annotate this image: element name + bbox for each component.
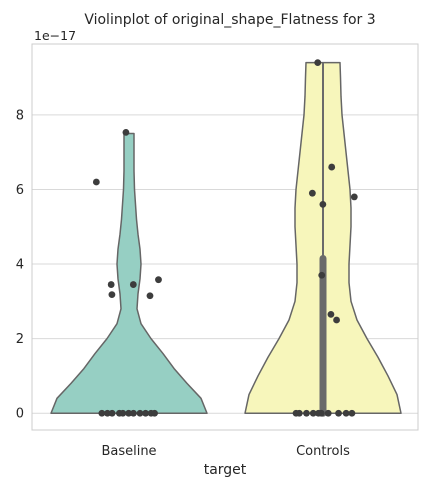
data-point: [328, 164, 335, 171]
data-point: [130, 410, 137, 417]
data-point: [155, 276, 162, 283]
data-point: [314, 59, 321, 66]
data-point: [130, 281, 137, 288]
data-point: [351, 194, 358, 201]
data-point: [319, 201, 326, 208]
violin-body-baseline: [51, 134, 207, 414]
data-point: [123, 129, 130, 136]
data-point: [349, 410, 356, 417]
y-tick-label: 8: [16, 108, 24, 123]
y-tick-label: 4: [16, 258, 24, 273]
data-point: [108, 281, 115, 288]
y-tick-label: 6: [16, 183, 24, 198]
data-point: [318, 272, 325, 279]
data-point: [335, 410, 342, 417]
x-tick-label: Baseline: [101, 444, 156, 459]
data-point: [296, 410, 303, 417]
data-point: [318, 410, 325, 417]
x-tick-label: Controls: [296, 444, 350, 459]
data-point: [343, 410, 350, 417]
data-point: [303, 410, 310, 417]
data-point: [109, 291, 116, 298]
data-point: [109, 410, 116, 417]
data-point: [93, 179, 100, 186]
y-tick-label: 0: [16, 407, 24, 422]
data-point: [328, 311, 335, 318]
x-axis-label: target: [204, 462, 247, 478]
y-multiplier-label: 1e−17: [34, 28, 76, 43]
data-point: [147, 292, 154, 299]
data-point: [325, 410, 332, 417]
data-point: [151, 410, 158, 417]
y-tick-label: 2: [16, 332, 24, 347]
data-point: [119, 410, 126, 417]
data-point: [333, 317, 340, 324]
chart-title: Violinplot of original_shape_Flatness fo…: [84, 12, 375, 28]
data-point: [309, 190, 316, 197]
